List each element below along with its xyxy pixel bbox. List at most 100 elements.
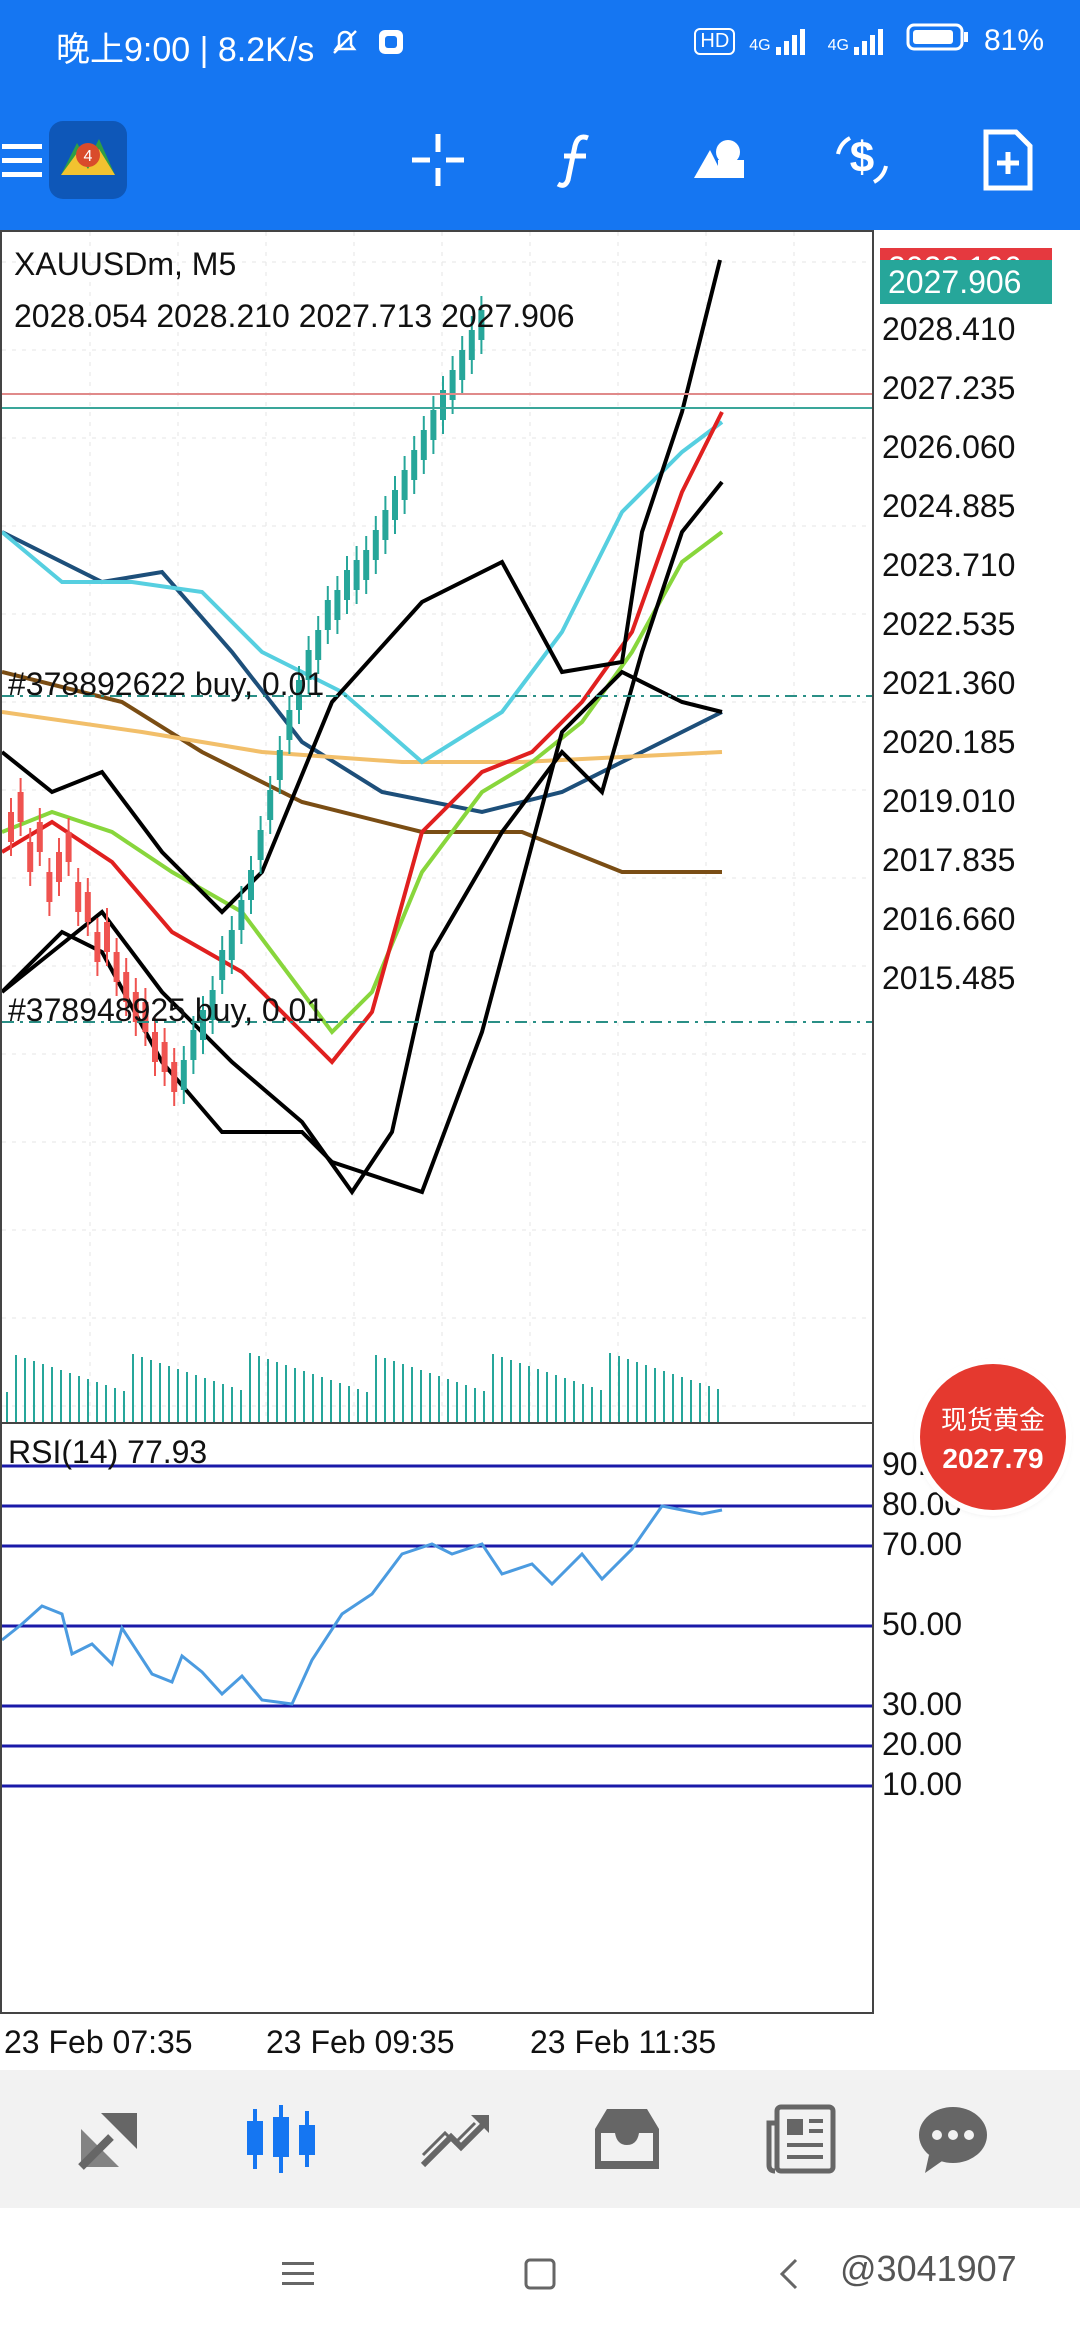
order-label-1: #378892622 buy, 0.01 xyxy=(8,666,325,702)
candle-body xyxy=(180,1060,187,1090)
objects-icon[interactable] xyxy=(670,110,770,210)
volume-bar xyxy=(51,1367,53,1422)
system-navigation-bar: @3041907 xyxy=(0,2208,1080,2340)
candle-body xyxy=(411,450,418,480)
candle-body xyxy=(113,952,120,982)
volume-bar xyxy=(177,1369,179,1422)
volume-bar xyxy=(267,1359,269,1422)
rsi-panel[interactable]: RSI(14) 77.93 xyxy=(0,1424,874,2014)
volume-bar xyxy=(330,1380,332,1422)
candle-body xyxy=(200,1010,206,1040)
candle-body xyxy=(209,990,216,1020)
volume-bar xyxy=(78,1376,80,1422)
volume-bar xyxy=(42,1364,44,1422)
candle-body xyxy=(305,650,312,680)
recent-apps-icon[interactable] xyxy=(278,2254,318,2299)
price-axis-label: 2016.660 xyxy=(882,901,1016,937)
volume-bar xyxy=(366,1392,368,1422)
candle-body xyxy=(142,1002,149,1032)
candle-body xyxy=(430,410,437,440)
candle-body xyxy=(65,832,72,862)
function-icon[interactable] xyxy=(528,110,628,210)
mute-bell-icon xyxy=(328,25,362,68)
volume-bar xyxy=(537,1369,539,1422)
bollinger-mid xyxy=(0,480,724,1196)
menu-icon[interactable] xyxy=(0,110,72,210)
volume-bar xyxy=(339,1383,341,1422)
volume-bar xyxy=(60,1370,62,1422)
back-icon[interactable] xyxy=(770,2254,810,2299)
bollinger-lower xyxy=(0,669,723,1195)
network-1-label: 4G xyxy=(749,37,771,54)
app-toolbar: 4 $ xyxy=(0,96,1080,230)
candle-body xyxy=(228,930,235,960)
rsi-chart-svg[interactable] xyxy=(1,1424,872,2012)
status-bar: 晚上9:00 | 8.2K/s HD 4G 4G 81% xyxy=(0,0,1080,96)
price-axis-label: 2017.835 xyxy=(882,842,1016,878)
quotes-icon[interactable] xyxy=(64,2094,154,2184)
badge-price: 2027.79 xyxy=(942,1443,1044,1474)
volume-bar xyxy=(222,1384,224,1422)
candle-body xyxy=(478,310,485,340)
price-axis-label: 2027.235 xyxy=(882,370,1016,406)
volume-bar xyxy=(429,1373,431,1422)
candle-body xyxy=(190,1030,197,1060)
volume-bar xyxy=(420,1370,422,1422)
volume-bar xyxy=(456,1382,458,1422)
volume-bar xyxy=(609,1353,611,1422)
volume-bar xyxy=(312,1374,314,1422)
candle-body xyxy=(8,812,14,842)
hd-icon: HD xyxy=(694,27,736,55)
volume-bar xyxy=(15,1355,17,1422)
crosshair-icon[interactable] xyxy=(388,110,488,210)
symbol-timeframe: XAUUSDm, M5 xyxy=(14,246,237,282)
price-axis-label: 2028.410 xyxy=(882,311,1016,347)
candle-body xyxy=(27,842,34,872)
price-chart-svg[interactable] xyxy=(0,232,872,1422)
badge-title: 现货黄金 xyxy=(940,1405,1045,1435)
chart-area[interactable]: XAUUSDm, M5 2028.054 2028.210 2027.713 2… xyxy=(0,230,1080,2070)
trade-icon[interactable] xyxy=(410,2094,500,2184)
messages-icon[interactable] xyxy=(908,2094,998,2184)
chart-candles-icon[interactable] xyxy=(236,2094,326,2184)
metatrader-logo[interactable]: 4 xyxy=(38,110,138,210)
rsi-axis-label: 90. xyxy=(882,1446,927,1482)
candle-body xyxy=(17,792,24,822)
rsi-line xyxy=(1,1504,723,1706)
volume-bar xyxy=(249,1353,251,1422)
status-time-speed: 晚上9:00 | 8.2K/s xyxy=(56,31,315,69)
volume-bar xyxy=(645,1365,647,1422)
spot-gold-badge[interactable]: 现货黄金 2027.79 xyxy=(920,1364,1066,1510)
price-chart-panel[interactable]: XAUUSDm, M5 2028.054 2028.210 2027.713 2… xyxy=(0,230,874,1424)
candle-body xyxy=(36,822,43,852)
volume-bar xyxy=(96,1382,98,1422)
candle-body xyxy=(468,330,475,360)
candle-body xyxy=(132,992,139,1022)
volume-bar xyxy=(546,1372,548,1422)
rsi-axis-label: 10.00 xyxy=(882,1766,963,1802)
current-price-tag: 2027.906 xyxy=(880,260,1052,304)
volume-bar xyxy=(564,1378,566,1422)
volume-bar xyxy=(492,1354,494,1422)
volume-bar xyxy=(663,1371,665,1422)
news-icon[interactable] xyxy=(756,2094,846,2184)
volume-bar xyxy=(357,1389,359,1422)
volume-bar xyxy=(240,1390,242,1422)
volume-bar xyxy=(195,1375,197,1422)
svg-text:4: 4 xyxy=(84,148,93,165)
signal-4g-1: 4G xyxy=(749,27,813,55)
volume-bar xyxy=(618,1356,620,1422)
volume-bar xyxy=(681,1377,683,1422)
symbol-dollar-icon[interactable]: $ xyxy=(812,110,912,210)
volume-bar xyxy=(627,1359,629,1422)
signal-4g-2: 4G xyxy=(828,27,892,55)
ma-brown xyxy=(1,670,722,874)
volume-bar xyxy=(150,1360,152,1422)
home-icon[interactable] xyxy=(520,2254,560,2299)
volume-bar xyxy=(87,1379,89,1422)
volume-bar xyxy=(501,1357,503,1422)
new-order-icon[interactable] xyxy=(958,110,1058,210)
volume-bar xyxy=(24,1358,26,1422)
price-axis-label: 2021.360 xyxy=(882,665,1016,701)
history-icon[interactable] xyxy=(582,2094,672,2184)
